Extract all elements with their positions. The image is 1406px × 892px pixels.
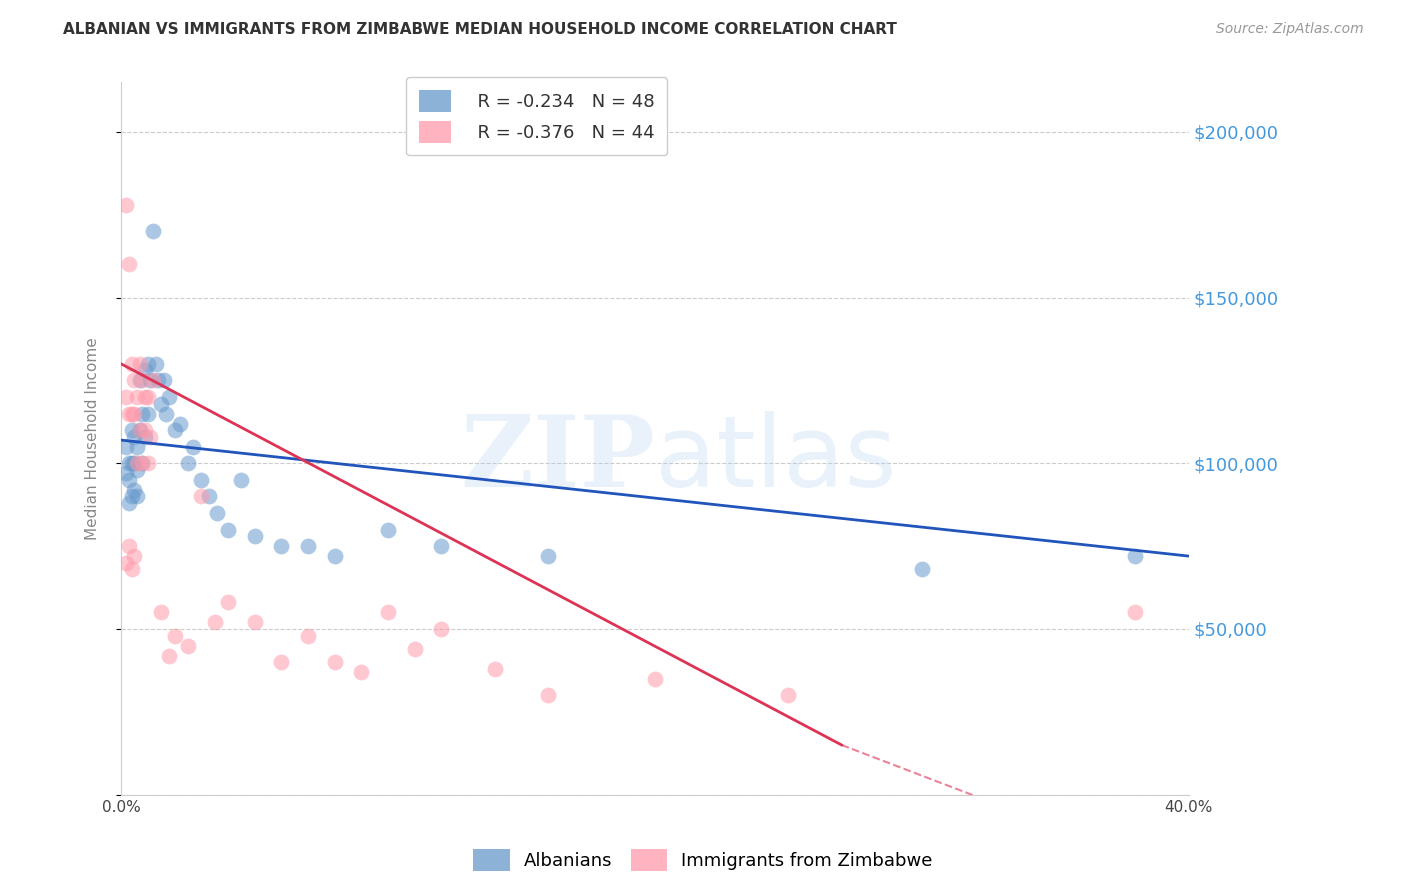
Point: [128, 373, 150, 387]
Point: [121, 490, 143, 504]
Point: [243, 529, 266, 543]
Point: [127, 456, 149, 470]
Point: [127, 463, 149, 477]
Point: [134, 430, 156, 444]
Point: [124, 430, 146, 444]
Point: [121, 357, 143, 371]
Point: [297, 629, 319, 643]
Point: [124, 549, 146, 563]
Point: [537, 549, 560, 563]
Legend:   R = -0.234   N = 48,   R = -0.376   N = 44: R = -0.234 N = 48, R = -0.376 N = 44: [406, 77, 668, 155]
Point: [134, 363, 156, 377]
Point: [131, 456, 153, 470]
Point: [118, 496, 141, 510]
Point: [131, 456, 153, 470]
Point: [169, 417, 191, 431]
Point: [350, 665, 373, 679]
Point: [404, 641, 426, 656]
Point: [134, 390, 156, 404]
Point: [115, 467, 138, 481]
Point: [145, 357, 167, 371]
Point: [142, 373, 165, 387]
Point: [205, 506, 228, 520]
Point: [127, 440, 149, 454]
Point: [148, 373, 170, 387]
Point: [157, 390, 180, 404]
Point: [377, 523, 399, 537]
Point: [121, 562, 143, 576]
Point: [136, 456, 159, 470]
Point: [377, 606, 399, 620]
Point: [217, 595, 239, 609]
Point: [190, 473, 212, 487]
Point: [778, 688, 800, 702]
Point: [118, 257, 141, 271]
Point: [153, 373, 176, 387]
Point: [217, 523, 239, 537]
Point: [115, 390, 138, 404]
Point: [297, 539, 319, 553]
Point: [121, 456, 143, 470]
Point: [124, 456, 146, 470]
Legend: Albanians, Immigrants from Zimbabwe: Albanians, Immigrants from Zimbabwe: [467, 842, 939, 879]
Point: [177, 456, 200, 470]
Point: [118, 456, 141, 470]
Point: [124, 373, 146, 387]
Point: [127, 390, 149, 404]
Point: [134, 423, 156, 437]
Point: [118, 473, 141, 487]
Point: [128, 357, 150, 371]
Y-axis label: Median Household Income: Median Household Income: [86, 337, 100, 540]
Point: [136, 407, 159, 421]
Point: [644, 672, 666, 686]
Point: [163, 423, 186, 437]
Point: [270, 655, 292, 669]
Point: [430, 539, 453, 553]
Point: [198, 490, 221, 504]
Point: [157, 648, 180, 663]
Point: [124, 407, 146, 421]
Point: [115, 556, 138, 570]
Point: [484, 662, 506, 676]
Text: ZIP: ZIP: [460, 411, 655, 508]
Point: [430, 622, 453, 636]
Point: [163, 629, 186, 643]
Point: [142, 224, 165, 238]
Point: [537, 688, 560, 702]
Point: [231, 473, 253, 487]
Point: [150, 396, 173, 410]
Point: [128, 423, 150, 437]
Point: [128, 423, 150, 437]
Point: [323, 655, 346, 669]
Point: [124, 483, 146, 497]
Point: [190, 490, 212, 504]
Text: ALBANIAN VS IMMIGRANTS FROM ZIMBABWE MEDIAN HOUSEHOLD INCOME CORRELATION CHART: ALBANIAN VS IMMIGRANTS FROM ZIMBABWE MED…: [63, 22, 897, 37]
Point: [136, 390, 159, 404]
Point: [131, 407, 153, 421]
Point: [115, 440, 138, 454]
Point: [121, 423, 143, 437]
Point: [1123, 549, 1146, 563]
Point: [139, 430, 162, 444]
Point: [150, 606, 173, 620]
Point: [204, 615, 226, 630]
Point: [121, 407, 143, 421]
Text: atlas: atlas: [655, 411, 897, 508]
Point: [139, 373, 162, 387]
Point: [243, 615, 266, 630]
Point: [127, 490, 149, 504]
Point: [131, 373, 153, 387]
Point: [115, 198, 138, 212]
Point: [181, 440, 204, 454]
Point: [118, 407, 141, 421]
Point: [155, 407, 177, 421]
Point: [911, 562, 934, 576]
Point: [118, 539, 141, 553]
Point: [177, 639, 200, 653]
Point: [270, 539, 292, 553]
Point: [1123, 606, 1146, 620]
Point: [323, 549, 346, 563]
Text: Source: ZipAtlas.com: Source: ZipAtlas.com: [1216, 22, 1364, 37]
Point: [136, 357, 159, 371]
